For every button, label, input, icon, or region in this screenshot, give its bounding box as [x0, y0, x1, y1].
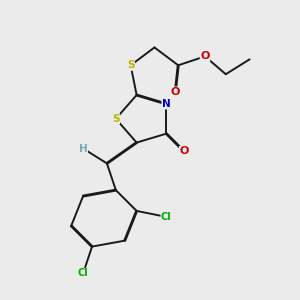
Text: O: O: [171, 87, 180, 97]
Text: S: S: [127, 60, 134, 70]
Text: H: H: [79, 143, 88, 154]
Text: Cl: Cl: [78, 268, 88, 278]
Text: Cl: Cl: [161, 212, 172, 222]
Text: S: S: [112, 114, 120, 124]
Text: O: O: [200, 51, 210, 62]
Text: N: N: [162, 99, 171, 109]
Text: O: O: [179, 146, 189, 157]
